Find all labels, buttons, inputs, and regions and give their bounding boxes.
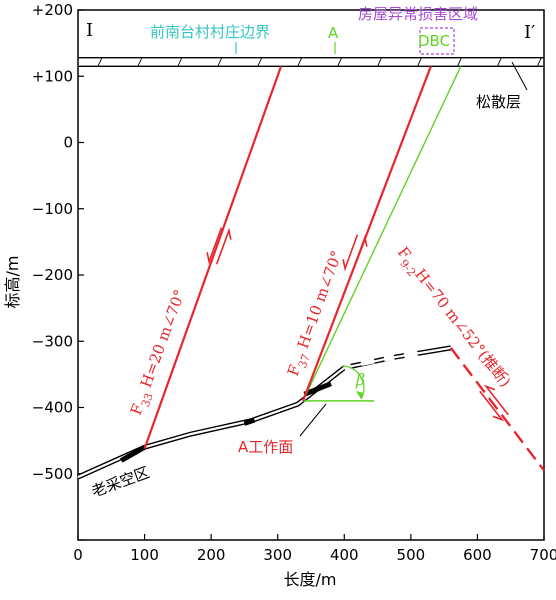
loose-layer-hatch xyxy=(137,57,143,67)
fault-f9-label: F9-2H=70 m∠52°(推断) xyxy=(391,243,515,393)
fault-f33-motion-arrows-up xyxy=(215,227,232,265)
fault-f9-line xyxy=(449,347,545,472)
coal-seam-gap xyxy=(360,357,375,367)
x-axis-ticks: 0 100 200 300 400 500 600 700 xyxy=(73,534,556,564)
fault-f37-motion-arrows-up xyxy=(351,234,368,272)
y-tick-label: −200 xyxy=(32,266,73,284)
x-tick-label: 0 xyxy=(73,546,83,564)
coal-seam-inner xyxy=(77,346,451,479)
loose-layer-band xyxy=(78,57,544,68)
loose-layer-hatch xyxy=(536,57,542,67)
x-tick-label: 200 xyxy=(197,546,226,564)
fault-f37-params: H=10 m∠70° xyxy=(292,248,346,355)
y-axis-title: 标高/m xyxy=(3,256,22,309)
loose-layer-hatch xyxy=(217,57,223,67)
x-tick-label: 100 xyxy=(130,546,159,564)
fault-f37-label: F37 H=10 m∠70° xyxy=(284,248,350,380)
section-start-mark: Ⅰ xyxy=(86,20,93,41)
fault-f33-motion-arrows-down xyxy=(206,227,223,265)
mined-segment xyxy=(243,417,256,426)
fault-f9-motion-arrows xyxy=(479,384,509,422)
loose-layer-leader xyxy=(511,61,528,91)
x-tick-label: 500 xyxy=(397,546,426,564)
y-tick-label: −100 xyxy=(32,200,73,218)
beta-label: β xyxy=(355,370,365,389)
goaf-segment xyxy=(120,445,146,463)
x-tick-label: 400 xyxy=(330,546,359,564)
damage-zone-box xyxy=(419,27,455,55)
fault-f33-motion-arrows xyxy=(206,227,232,265)
village-boundary-label: 前南台村村庄边界 xyxy=(150,23,270,41)
fault-f33-params: H=20 m∠70° xyxy=(135,287,189,394)
influence-line xyxy=(302,66,462,402)
loose-layer-label: 松散层 xyxy=(476,93,521,111)
fault-f37-line xyxy=(301,65,432,402)
y-tick-label: −400 xyxy=(32,399,73,417)
y-tick-label: −300 xyxy=(32,332,73,350)
coal-seam-gap xyxy=(403,350,418,359)
loose-layer-hatch xyxy=(257,57,263,67)
geology-lines xyxy=(76,65,545,480)
section-end-mark: Ⅰ′ xyxy=(524,22,535,43)
y-tick-label: +200 xyxy=(32,1,73,19)
x-tick-label: 300 xyxy=(263,546,292,564)
fault-f33-label: F33 H=20 m∠70° xyxy=(127,287,193,419)
y-tick-label: 0 xyxy=(63,134,73,152)
loose-layer-hatch xyxy=(496,57,502,67)
loose-layer-hatch xyxy=(297,57,303,67)
beta-arrowhead xyxy=(356,391,364,399)
loose-layer-hatch xyxy=(177,57,183,67)
plot-frame xyxy=(77,9,545,541)
fault-f9-motion-arrows-up xyxy=(483,384,509,416)
x-axis-title: 长度/m xyxy=(284,570,337,589)
dbc-label: DBC xyxy=(418,32,450,50)
x-tick-label: 600 xyxy=(463,546,492,564)
loose-layer-hatch xyxy=(337,57,343,67)
fault-f37-motion-arrows xyxy=(342,234,368,272)
fault-f33-subscript: 33 xyxy=(139,391,156,409)
loose-layer-hatch xyxy=(97,57,103,67)
loose-layer-hatch xyxy=(417,57,422,67)
coal-seam-gap xyxy=(383,354,395,362)
fault-f33-line xyxy=(143,65,283,449)
workface-leader xyxy=(299,403,327,437)
fault-f9-params: H=70 m∠52°(推断) xyxy=(411,266,514,391)
loose-layer-hatch xyxy=(457,57,462,67)
workface-label: A工作面 xyxy=(238,438,293,456)
x-tick-label: 700 xyxy=(530,546,556,564)
fault-f37-motion-arrows-down xyxy=(342,234,359,272)
workface-segment xyxy=(303,381,332,397)
damage-zone-label: 房屋异常损害区域 xyxy=(358,5,478,23)
fault-f37-subscript: 37 xyxy=(296,352,313,370)
y-axis-ticks: +200 +100 0 −100 −200 −300 −400 −500 xyxy=(32,1,84,541)
loose-layer-hatch xyxy=(377,57,382,67)
fault-f9-motion-arrows-down xyxy=(479,390,505,422)
point-a-label: A xyxy=(328,24,339,42)
y-tick-label: +100 xyxy=(32,67,73,85)
y-tick-label: −500 xyxy=(32,465,73,483)
